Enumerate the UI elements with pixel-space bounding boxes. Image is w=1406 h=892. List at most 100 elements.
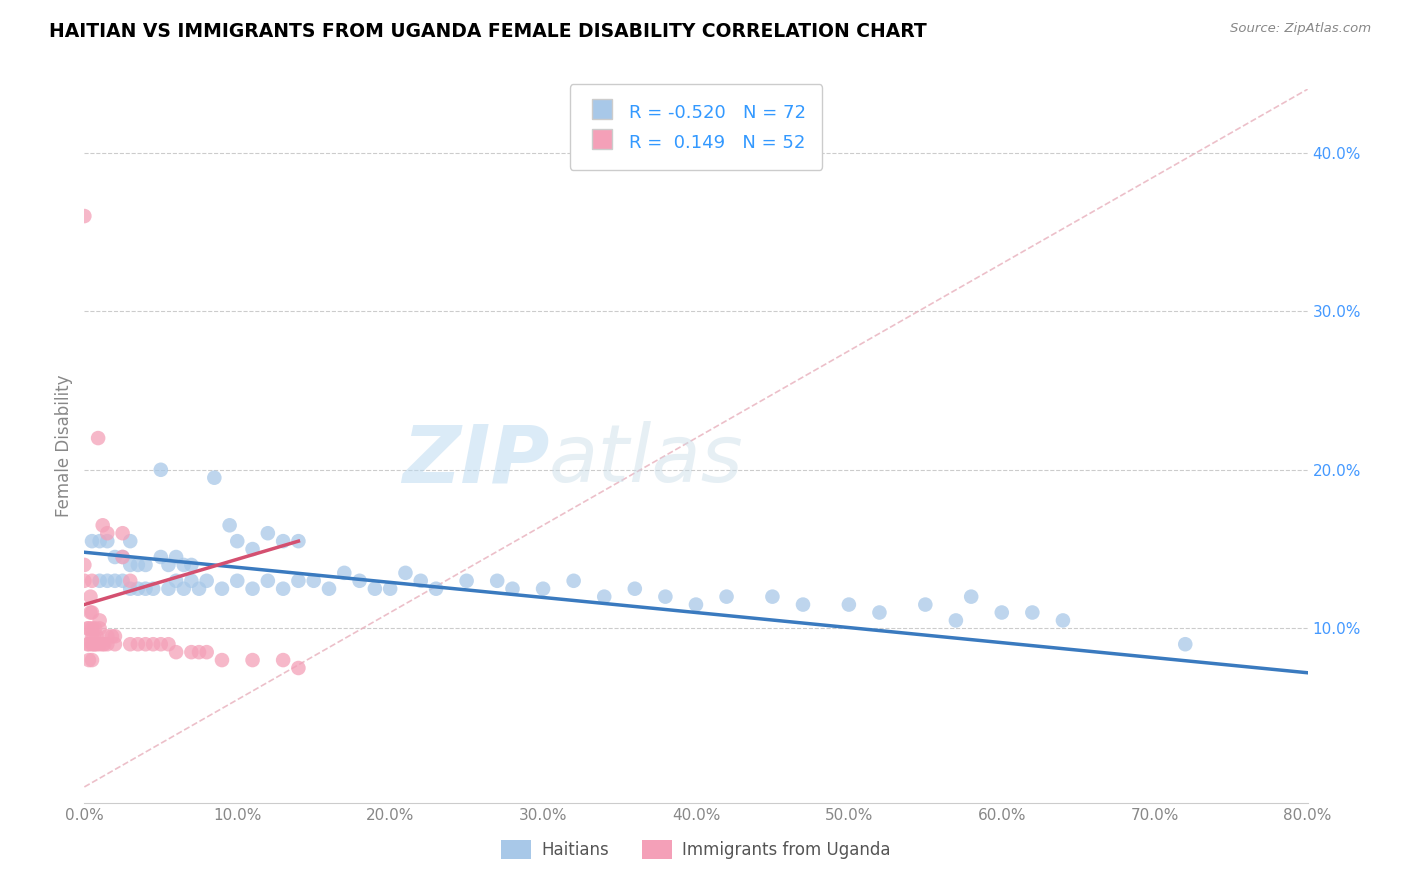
Point [96, 534, 118, 549]
Point [89, 614, 111, 628]
Point [89, 637, 111, 651]
Point [792, 598, 814, 612]
Point [226, 534, 249, 549]
Point [838, 598, 860, 612]
Point [111, 574, 134, 588]
Point [257, 574, 280, 588]
Point [86, 629, 108, 643]
Point [77, 637, 100, 651]
Point [77, 653, 100, 667]
Point [425, 582, 447, 596]
Point [165, 549, 187, 564]
Point [188, 645, 211, 659]
Point [80, 534, 103, 549]
Point [716, 590, 738, 604]
Point [409, 574, 432, 588]
Point [173, 558, 195, 572]
Point [79, 606, 101, 620]
Point [104, 629, 127, 643]
Point [111, 526, 134, 541]
Point [83, 629, 105, 643]
Point [180, 574, 202, 588]
Point [96, 574, 118, 588]
Text: atlas: atlas [550, 421, 744, 500]
Point [73, 209, 96, 223]
Point [945, 614, 967, 628]
Point [73, 574, 96, 588]
Point [104, 637, 127, 651]
Point [120, 534, 142, 549]
Point [562, 574, 585, 588]
Point [76, 637, 98, 651]
Point [104, 549, 127, 564]
Text: Source: ZipAtlas.com: Source: ZipAtlas.com [1230, 22, 1371, 36]
Point [271, 653, 294, 667]
Point [135, 637, 157, 651]
Point [87, 431, 110, 445]
Point [502, 582, 524, 596]
Text: ZIP: ZIP [402, 421, 550, 500]
Point [84, 637, 107, 651]
Point [211, 582, 233, 596]
Point [287, 661, 309, 675]
Point [271, 534, 294, 549]
Point [211, 653, 233, 667]
Point [271, 582, 294, 596]
Point [80, 653, 103, 667]
Point [531, 582, 554, 596]
Point [188, 582, 211, 596]
Point [486, 574, 509, 588]
Point [149, 463, 172, 477]
Point [287, 574, 309, 588]
Point [195, 645, 218, 659]
Point [83, 637, 105, 651]
Point [1174, 637, 1197, 651]
Text: HAITIAN VS IMMIGRANTS FROM UGANDA FEMALE DISABILITY CORRELATION CHART: HAITIAN VS IMMIGRANTS FROM UGANDA FEMALE… [49, 22, 927, 41]
Y-axis label: Female Disability: Female Disability [55, 375, 73, 517]
Point [1052, 614, 1074, 628]
Point [318, 582, 340, 596]
Point [77, 621, 100, 635]
Point [218, 518, 240, 533]
Point [89, 574, 111, 588]
Point [380, 582, 402, 596]
Point [127, 582, 149, 596]
Point [685, 598, 707, 612]
Point [333, 566, 356, 580]
Point [120, 582, 142, 596]
Point [104, 574, 127, 588]
Point [349, 574, 371, 588]
Point [173, 582, 195, 596]
Point [80, 606, 103, 620]
Point [127, 558, 149, 572]
Point [991, 606, 1014, 620]
Point [142, 582, 165, 596]
Point [157, 558, 180, 572]
Point [91, 518, 114, 533]
Point [79, 590, 101, 604]
Point [242, 653, 264, 667]
Point [89, 534, 111, 549]
Point [96, 629, 118, 643]
Point [624, 582, 647, 596]
Point [80, 574, 103, 588]
Point [914, 598, 936, 612]
Point [761, 590, 783, 604]
Point [242, 582, 264, 596]
Point [101, 629, 124, 643]
Point [180, 645, 202, 659]
Point [76, 621, 98, 635]
Point [84, 621, 107, 635]
Point [287, 534, 309, 549]
Point [86, 637, 108, 651]
Point [242, 542, 264, 557]
Point [654, 590, 676, 604]
Point [89, 621, 111, 635]
Point [96, 526, 118, 541]
Point [91, 637, 114, 651]
Point [96, 637, 118, 651]
Point [180, 558, 202, 572]
Point [456, 574, 478, 588]
Point [142, 637, 165, 651]
Point [135, 558, 157, 572]
